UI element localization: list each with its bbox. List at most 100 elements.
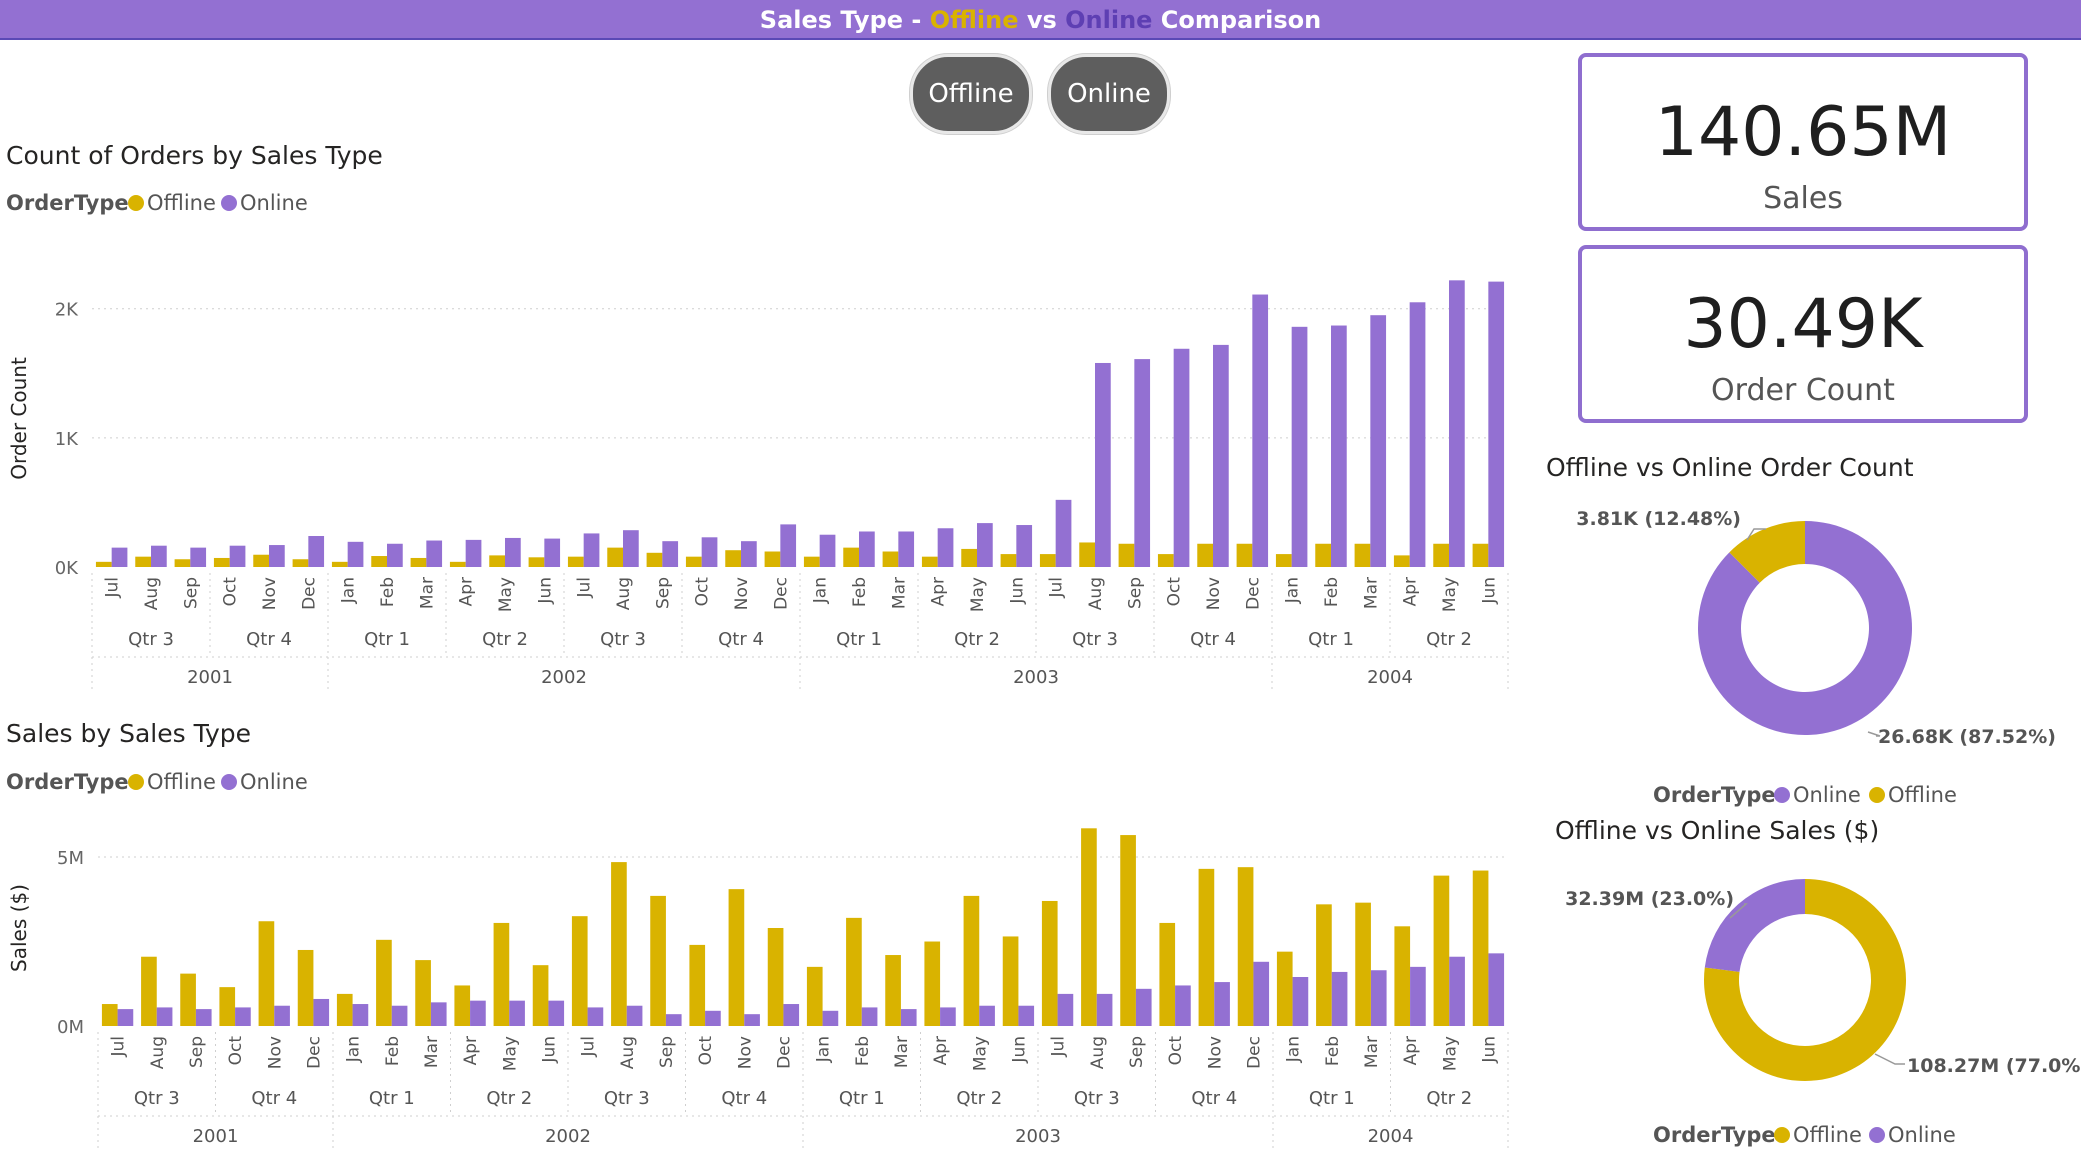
bar-online (901, 1009, 917, 1026)
bar-online (584, 533, 600, 567)
bar-offline (1276, 554, 1292, 567)
bar-online (1097, 994, 1113, 1026)
bar-offline (1040, 554, 1056, 567)
x-tick-quarter: Qtr 3 (600, 629, 646, 650)
bar-offline (376, 940, 392, 1026)
x-tick-quarter: Qtr 3 (1074, 1088, 1120, 1109)
data-label-online: 26.68K (87.52%) (1878, 726, 2056, 748)
x-tick-month: Mar (889, 577, 909, 609)
x-tick-month: Sep (1125, 577, 1145, 609)
bar-offline (337, 994, 353, 1026)
bar-offline (102, 1004, 118, 1026)
x-tick-quarter: Qtr 2 (482, 629, 528, 650)
x-tick-month: Apr (929, 577, 949, 606)
x-tick-month: May (968, 577, 988, 612)
legend-swatch-online (1774, 787, 1790, 803)
legend-swatch-offline (128, 774, 144, 790)
bar-offline (1197, 544, 1213, 567)
x-tick-month: May (500, 1036, 520, 1071)
bar-offline (489, 555, 505, 567)
bar-offline (298, 950, 314, 1026)
bar-online (1332, 972, 1348, 1026)
bar-online (1410, 302, 1426, 567)
order-count-kpi-card: 30.49K Order Count (1578, 245, 2028, 423)
bar-online (470, 1001, 486, 1026)
y-axis-title: Order Count (7, 357, 31, 480)
bar-online (705, 1011, 721, 1026)
x-tick-month: Feb (853, 1036, 873, 1066)
bar-offline (454, 985, 470, 1026)
leader-line (1875, 1054, 1905, 1064)
bar-offline (647, 553, 663, 567)
bar-offline (1433, 544, 1449, 567)
bar-online (783, 1004, 799, 1026)
x-tick-quarter: Qtr 1 (839, 1088, 885, 1109)
x-tick-month: Oct (1166, 1036, 1186, 1066)
bar-online (1213, 345, 1229, 567)
x-tick-month: Nov (732, 577, 752, 610)
legend-swatch-offline (1774, 1127, 1790, 1143)
x-tick-month: Oct (693, 577, 713, 607)
bar-online (1134, 359, 1150, 567)
online-filter-button[interactable]: Online (1048, 54, 1170, 134)
bar-online (623, 530, 639, 567)
bar-online (151, 546, 167, 567)
y-axis-title: Sales ($) (7, 884, 31, 972)
bar-online (1175, 985, 1191, 1026)
x-tick-quarter: Qtr 4 (718, 629, 764, 650)
x-tick-month: Apr (1401, 577, 1421, 606)
bar-online (1016, 525, 1032, 567)
bar-online (269, 545, 285, 567)
legend-label-online: Online (1888, 1123, 1956, 1147)
bar-offline (1316, 904, 1332, 1026)
legend-label-online: Online (1793, 783, 1861, 807)
legend-swatch-offline (128, 195, 144, 211)
x-tick-year: 2004 (1367, 667, 1413, 688)
bar-offline (214, 558, 230, 567)
bar-online (426, 541, 442, 567)
bar-offline (1394, 926, 1410, 1026)
title-online: Online (1065, 6, 1152, 34)
bar-offline (650, 896, 666, 1026)
x-tick-month: Sep (653, 577, 673, 609)
y-tick-label: 2K (55, 300, 79, 321)
bar-online (190, 548, 206, 567)
bar-online (544, 539, 560, 567)
x-tick-month: Mar (892, 1036, 912, 1068)
bar-offline (572, 916, 588, 1026)
x-tick-quarter: Qtr 1 (364, 629, 410, 650)
x-tick-month: Oct (221, 577, 241, 607)
bar-online (1056, 500, 1072, 567)
bar-online (741, 541, 757, 567)
x-tick-month: Aug (142, 577, 162, 610)
x-tick-month: Jun (535, 577, 555, 605)
chart-title: Sales by Sales Type (6, 719, 251, 748)
bar-offline (1473, 544, 1489, 567)
legend-label-offline: Offline (1793, 1123, 1862, 1147)
x-tick-month: Jun (1009, 1036, 1029, 1064)
x-tick-month: Sep (1127, 1036, 1147, 1068)
bar-online (196, 1009, 212, 1026)
bar-offline (1394, 555, 1410, 567)
y-tick-label: 5M (57, 848, 84, 869)
x-tick-month: Nov (265, 1036, 285, 1069)
chart-title: Offline vs Online Sales ($) (1555, 816, 1879, 845)
bar-offline (729, 889, 745, 1026)
chart-title: Count of Orders by Sales Type (6, 141, 383, 170)
bar-online (1058, 994, 1074, 1026)
offline-filter-button[interactable]: Offline (910, 54, 1032, 134)
x-tick-month: Jan (1284, 1036, 1304, 1063)
x-tick-month: Jul (1049, 1036, 1069, 1058)
bar-online (1331, 326, 1347, 567)
legend-title: OrderType (6, 191, 129, 215)
report-title: Sales Type - Offline vs Online Compariso… (0, 0, 2081, 40)
bar-online (392, 1006, 408, 1026)
sales-kpi-value: 140.65M (1582, 93, 2024, 172)
legend-label-offline: Offline (1888, 783, 1957, 807)
x-tick-month: Dec (774, 1036, 794, 1069)
legend-label-offline: Offline (147, 191, 216, 215)
bar-offline (141, 957, 157, 1026)
data-label-online: 32.39M (23.0%) (1565, 888, 1734, 910)
x-tick-quarter: Qtr 1 (1309, 1088, 1355, 1109)
x-tick-month: Sep (187, 1036, 207, 1068)
